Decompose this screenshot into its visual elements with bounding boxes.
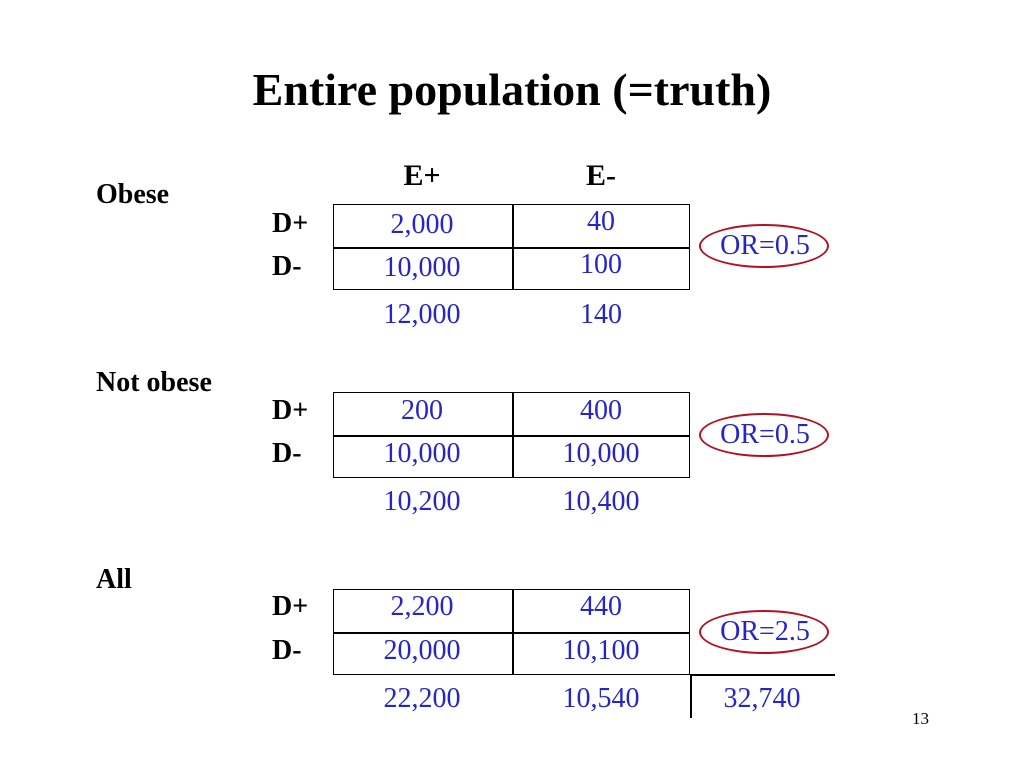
cell-value: 20,000: [383, 635, 461, 666]
column-total: 10,200: [383, 486, 461, 517]
cell-value: 2,200: [390, 591, 454, 622]
odds-ratio: OR=2.5: [720, 616, 810, 647]
grand-total: 32,740: [723, 683, 801, 714]
column-total: 140: [580, 299, 622, 330]
grid-divider: [334, 632, 689, 634]
table-grid: [333, 392, 690, 478]
total-divider: [690, 674, 835, 676]
cell-value: 200: [401, 395, 443, 426]
odds-ratio-ring: [699, 610, 829, 654]
row-label-d-minus: D-: [272, 438, 302, 469]
column-header-e-minus: E-: [586, 159, 616, 192]
cell-value: 10,000: [383, 252, 461, 283]
odds-ratio-ring: [699, 224, 829, 268]
column-total: 22,200: [383, 683, 461, 714]
cell-value: 440: [580, 591, 622, 622]
column-total: 12,000: [383, 299, 461, 330]
cell-value: 10,100: [562, 635, 640, 666]
table-grid: [333, 204, 690, 290]
group-label: All: [96, 564, 132, 595]
odds-ratio-ring: [699, 413, 829, 457]
odds-ratio: OR=0.5: [720, 230, 810, 261]
grid-divider: [334, 247, 689, 249]
row-label-d-minus: D-: [272, 635, 302, 666]
cell-value: 2,000: [390, 209, 454, 240]
column-header-e-plus: E+: [403, 159, 441, 192]
cell-value: 400: [580, 395, 622, 426]
cell-value: 100: [580, 249, 622, 280]
column-total: 10,540: [562, 683, 640, 714]
cell-value: 10,000: [562, 438, 640, 469]
cell-value: 40: [587, 206, 615, 237]
total-divider: [690, 676, 692, 718]
cell-value: 10,000: [383, 438, 461, 469]
page-number: 13: [912, 709, 929, 728]
table-grid: [333, 589, 690, 675]
group-label: Not obese: [96, 367, 212, 398]
column-total: 10,400: [562, 486, 640, 517]
row-label-d-minus: D-: [272, 251, 302, 282]
grid-divider: [334, 435, 689, 437]
slide-title: Entire population (=truth): [252, 64, 772, 115]
odds-ratio: OR=0.5: [720, 419, 810, 450]
row-label-d-plus: D+: [272, 208, 309, 239]
row-label-d-plus: D+: [272, 591, 309, 622]
row-label-d-plus: D+: [272, 395, 309, 426]
group-label: Obese: [96, 179, 170, 210]
